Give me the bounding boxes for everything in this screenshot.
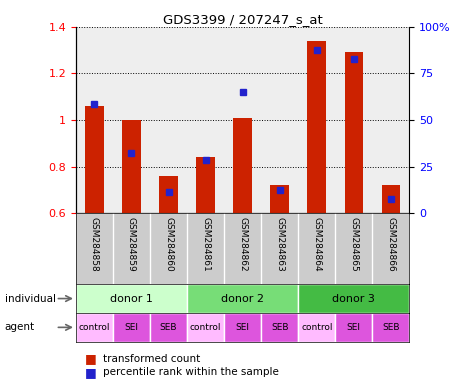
Text: SEB: SEB [381,323,399,332]
Bar [297,284,409,313]
Text: SEB: SEB [270,323,288,332]
Bar [307,41,325,213]
Text: individual: individual [5,293,56,304]
Text: ■: ■ [85,353,97,366]
Text: control: control [190,323,221,332]
Bar [76,284,187,313]
Text: GSM284858: GSM284858 [90,217,99,271]
Bar [150,313,187,342]
Text: donor 3: donor 3 [332,293,375,304]
Text: GSM284862: GSM284862 [238,217,246,271]
Bar [261,313,297,342]
Text: SEB: SEB [159,323,177,332]
Text: GSM284866: GSM284866 [386,217,395,271]
Bar [335,313,371,342]
Text: GSM284861: GSM284861 [201,217,210,271]
Bar [113,313,150,342]
Text: GSM284860: GSM284860 [164,217,173,271]
Bar [297,313,335,342]
Title: GDS3399 / 207247_s_at: GDS3399 / 207247_s_at [162,13,322,26]
Text: agent: agent [5,322,34,333]
Text: percentile rank within the sample: percentile rank within the sample [103,367,279,377]
Text: SEI: SEI [124,323,138,332]
Bar [344,53,362,213]
Bar [381,185,399,213]
Text: control: control [300,323,332,332]
Bar [233,118,252,213]
Bar [85,106,103,213]
Text: ■: ■ [85,366,97,379]
Text: control: control [78,323,110,332]
Bar [187,313,224,342]
Bar [270,185,288,213]
Bar [224,313,261,342]
Text: GSM284864: GSM284864 [312,217,320,271]
Text: GSM284863: GSM284863 [274,217,284,271]
Text: GSM284859: GSM284859 [127,217,136,271]
Text: donor 1: donor 1 [110,293,152,304]
Bar [159,176,178,213]
Bar [371,313,409,342]
Bar [196,157,214,213]
Bar [187,284,297,313]
Bar [122,120,140,213]
Text: SEI: SEI [235,323,249,332]
Text: SEI: SEI [346,323,360,332]
Text: donor 2: donor 2 [221,293,263,304]
Text: transformed count: transformed count [103,354,200,364]
Text: GSM284865: GSM284865 [348,217,358,271]
Bar [76,313,113,342]
